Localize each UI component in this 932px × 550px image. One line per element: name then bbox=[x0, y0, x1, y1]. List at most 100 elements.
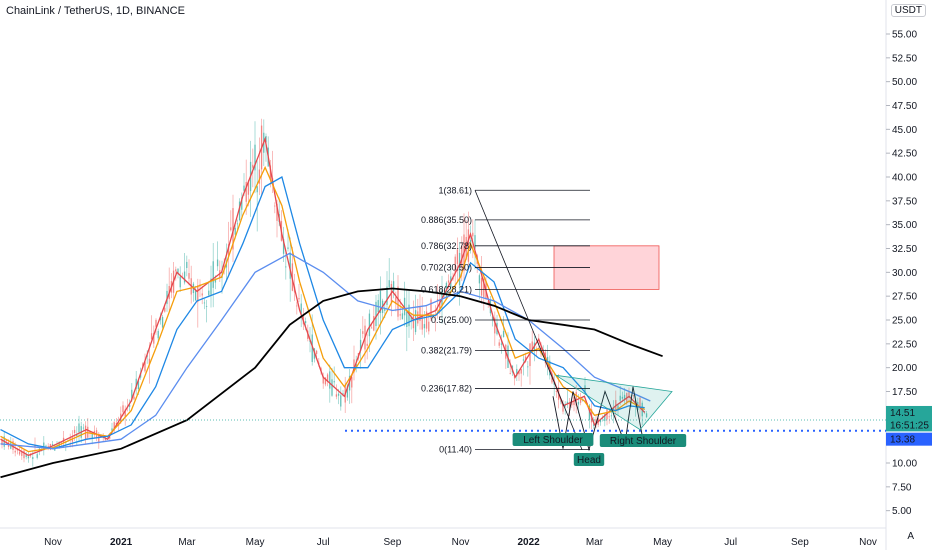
candle-body bbox=[245, 181, 247, 202]
candle-body bbox=[124, 409, 126, 418]
candle-body bbox=[331, 379, 333, 396]
fib-level-label: 0.618(28.21) bbox=[421, 284, 472, 294]
candle-body bbox=[412, 315, 415, 329]
candle-body bbox=[421, 316, 423, 330]
candle-body bbox=[562, 403, 564, 412]
candle-body bbox=[491, 316, 494, 320]
y-tick-label: 5.00 bbox=[892, 506, 912, 517]
auto-scale-button[interactable]: A bbox=[907, 531, 914, 542]
candle-body bbox=[208, 290, 210, 296]
candle-body bbox=[128, 404, 131, 407]
x-tick-label: Nov bbox=[44, 537, 62, 548]
candle-body bbox=[386, 286, 388, 305]
candle-body bbox=[571, 401, 573, 406]
y-tick-label: 22.50 bbox=[892, 339, 917, 350]
candle-body bbox=[236, 223, 239, 225]
candle-body bbox=[353, 359, 355, 373]
moving-average-line bbox=[0, 252, 651, 450]
y-tick-label: 30.00 bbox=[892, 268, 917, 279]
candle-body bbox=[628, 392, 630, 398]
left-shoulder-label-bg bbox=[512, 433, 594, 446]
candle-body bbox=[27, 456, 30, 459]
right-shoulder-label-bg bbox=[599, 434, 687, 447]
candle-body bbox=[82, 427, 85, 429]
candle-body bbox=[406, 311, 408, 328]
candle-body bbox=[111, 428, 113, 431]
candle-body bbox=[210, 278, 212, 295]
candle-body bbox=[370, 327, 373, 329]
candle-body bbox=[436, 299, 439, 302]
candle-body bbox=[566, 401, 569, 404]
candle-body bbox=[500, 343, 503, 345]
candle-body bbox=[45, 445, 47, 447]
candle-body bbox=[419, 306, 421, 322]
y-tick-label: 42.50 bbox=[892, 149, 917, 160]
candle-body bbox=[467, 229, 470, 262]
candle-body bbox=[483, 279, 485, 297]
candle-body bbox=[38, 448, 41, 450]
y-tick-label: 20.00 bbox=[892, 363, 917, 374]
candle-body bbox=[276, 203, 278, 221]
candle-body bbox=[351, 377, 353, 388]
candle-body bbox=[359, 339, 362, 351]
candle-body bbox=[214, 279, 217, 283]
candle-body bbox=[113, 422, 115, 431]
fib-level-label: 0.5(25.00) bbox=[431, 315, 472, 325]
x-tick-label: Mar bbox=[586, 537, 604, 548]
head-label: Head bbox=[577, 455, 601, 466]
currency-unit-label[interactable]: USDT bbox=[890, 4, 926, 17]
y-tick-label: 17.50 bbox=[892, 387, 917, 398]
candle-body bbox=[425, 311, 428, 329]
candle-body bbox=[608, 416, 610, 418]
moving-average-line bbox=[0, 176, 645, 450]
candle-body bbox=[430, 299, 432, 319]
candle-body bbox=[494, 317, 496, 334]
y-tick-label: 7.50 bbox=[892, 482, 912, 493]
candle-body bbox=[379, 291, 382, 314]
candle-body bbox=[29, 455, 32, 457]
candle-body bbox=[617, 405, 619, 409]
triangle-pattern bbox=[555, 374, 673, 431]
candle-body bbox=[346, 385, 349, 398]
candle-body bbox=[5, 439, 8, 442]
candle-body bbox=[469, 240, 472, 244]
candle-body bbox=[203, 302, 206, 304]
candle-body bbox=[478, 275, 481, 284]
candle-body bbox=[223, 265, 225, 267]
fib-level-label: 0(11.40) bbox=[439, 445, 472, 455]
x-tick-label: Nov bbox=[452, 537, 470, 548]
chart-title: ChainLink / TetherUS, 1D, BINANCE bbox=[6, 5, 185, 17]
candle-body bbox=[265, 136, 267, 143]
candle-body bbox=[516, 368, 518, 376]
candle-body bbox=[639, 397, 641, 409]
candle-body bbox=[304, 321, 307, 324]
x-tick-label: May bbox=[246, 537, 265, 548]
candle-body bbox=[599, 419, 602, 423]
candle-body bbox=[98, 433, 100, 444]
left-shoulder-label: Left Shoulder bbox=[523, 435, 583, 446]
candle-body bbox=[645, 413, 648, 418]
candle-body bbox=[227, 244, 230, 257]
candle-body bbox=[522, 359, 525, 361]
candle-body bbox=[392, 281, 395, 292]
candle-body bbox=[335, 394, 338, 397]
candle-body bbox=[179, 276, 181, 288]
candle-body bbox=[509, 373, 511, 374]
head-label-bg bbox=[573, 453, 605, 466]
candle-body bbox=[326, 374, 329, 383]
candle-body bbox=[384, 308, 386, 311]
candle-body bbox=[401, 313, 404, 320]
x-tick-label: Jul bbox=[724, 537, 737, 548]
x-tick-label: Mar bbox=[178, 537, 196, 548]
candle-body bbox=[324, 377, 327, 385]
candle-body bbox=[588, 405, 591, 421]
candle-body bbox=[520, 369, 522, 374]
y-tick-label: 52.50 bbox=[892, 53, 917, 64]
candle-body bbox=[333, 381, 335, 383]
candle-body bbox=[403, 297, 406, 316]
candle-body bbox=[91, 433, 93, 439]
candle-body bbox=[216, 259, 219, 267]
candle-body bbox=[243, 185, 245, 191]
